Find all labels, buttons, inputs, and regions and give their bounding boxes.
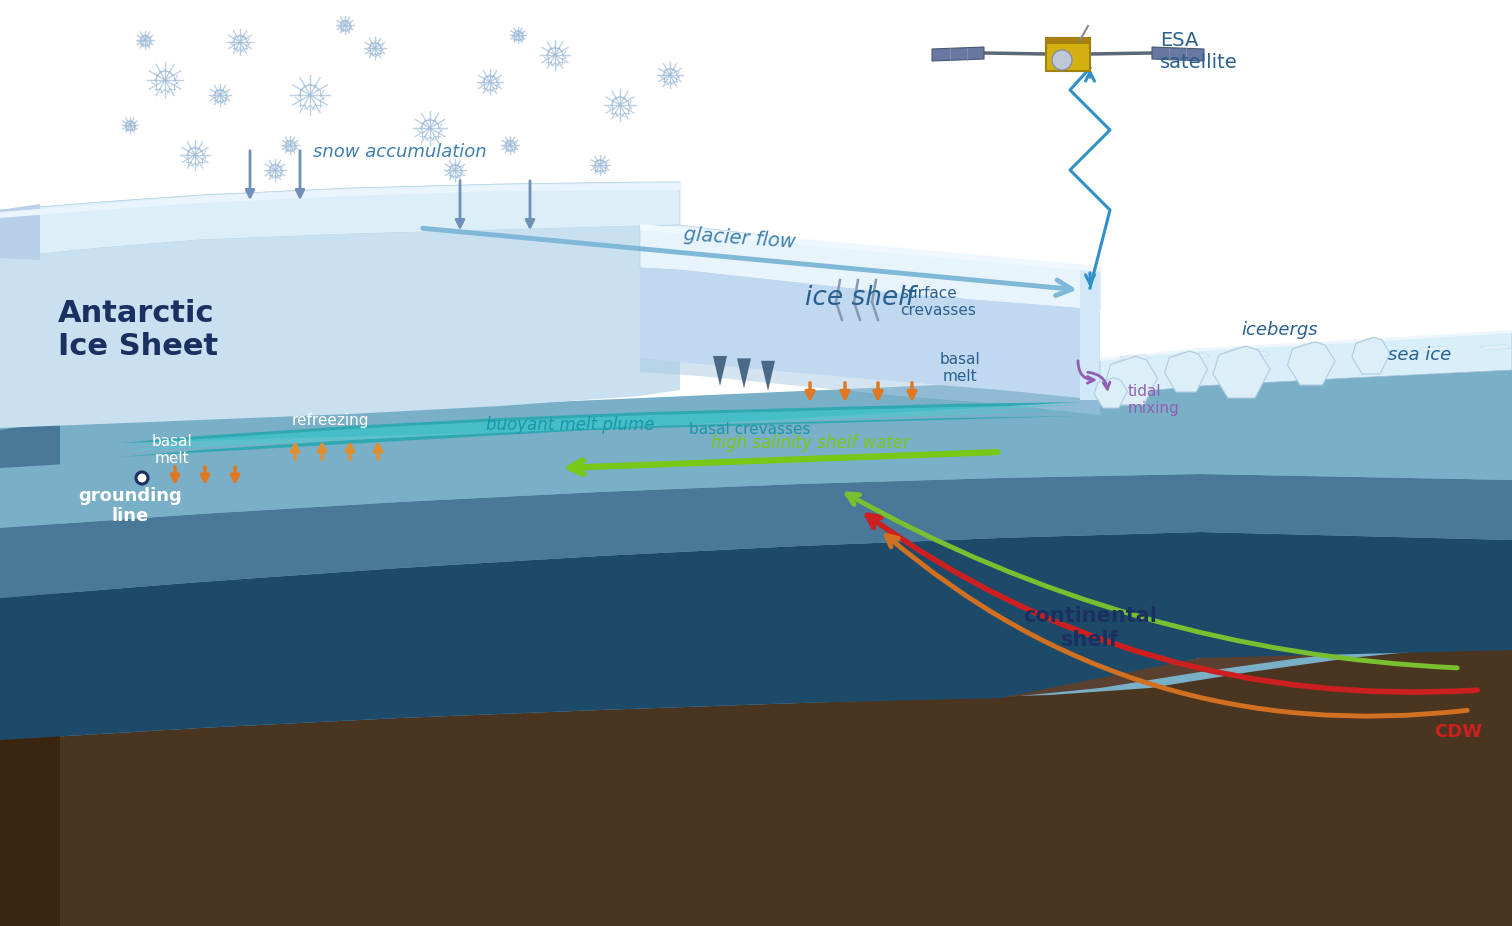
Polygon shape xyxy=(736,358,751,388)
Polygon shape xyxy=(1480,344,1510,350)
Polygon shape xyxy=(0,474,1512,598)
Polygon shape xyxy=(640,268,1101,400)
Polygon shape xyxy=(1293,342,1325,361)
Polygon shape xyxy=(1098,378,1120,391)
Text: tidal
mixing: tidal mixing xyxy=(1128,383,1179,416)
Text: icebergs: icebergs xyxy=(1241,321,1318,339)
Text: snow accumulation: snow accumulation xyxy=(313,143,487,161)
Polygon shape xyxy=(761,361,776,391)
Text: ice shelf: ice shelf xyxy=(804,285,915,311)
Circle shape xyxy=(136,472,148,484)
Polygon shape xyxy=(1356,337,1382,354)
Polygon shape xyxy=(1080,268,1101,400)
Text: sea ice: sea ice xyxy=(1388,346,1452,364)
Text: surface
crevasses: surface crevasses xyxy=(900,286,975,319)
Text: CDW: CDW xyxy=(1433,723,1482,741)
Text: basal crevasses: basal crevasses xyxy=(689,422,810,437)
Polygon shape xyxy=(1046,38,1090,44)
Polygon shape xyxy=(1095,378,1128,408)
Text: basal
melt: basal melt xyxy=(939,352,980,384)
Polygon shape xyxy=(0,225,680,428)
Polygon shape xyxy=(0,532,1512,740)
Polygon shape xyxy=(640,224,1101,272)
Polygon shape xyxy=(1164,351,1208,392)
Polygon shape xyxy=(1219,346,1258,369)
Polygon shape xyxy=(0,182,680,258)
Polygon shape xyxy=(119,405,1080,451)
Polygon shape xyxy=(1152,47,1204,61)
Text: refreezing: refreezing xyxy=(292,412,369,428)
Polygon shape xyxy=(714,356,727,386)
Circle shape xyxy=(1052,50,1072,70)
Polygon shape xyxy=(0,360,1512,926)
Polygon shape xyxy=(1420,346,1450,352)
Polygon shape xyxy=(640,225,1101,310)
Polygon shape xyxy=(640,358,1101,415)
Polygon shape xyxy=(0,648,1512,926)
Polygon shape xyxy=(1213,346,1270,398)
Polygon shape xyxy=(1288,342,1335,385)
Polygon shape xyxy=(1046,38,1090,71)
Text: grounding
line: grounding line xyxy=(79,486,181,525)
Polygon shape xyxy=(1169,351,1199,369)
Polygon shape xyxy=(1352,337,1390,374)
Polygon shape xyxy=(1111,357,1146,378)
Polygon shape xyxy=(0,183,680,218)
Polygon shape xyxy=(0,420,60,926)
Polygon shape xyxy=(1101,332,1512,395)
Polygon shape xyxy=(1300,349,1331,356)
Polygon shape xyxy=(0,728,60,926)
Polygon shape xyxy=(999,632,1512,698)
Polygon shape xyxy=(1101,330,1512,361)
Polygon shape xyxy=(1359,348,1390,354)
Text: ESA
satellite: ESA satellite xyxy=(1160,31,1238,72)
Polygon shape xyxy=(931,47,984,61)
Text: continental
shelf: continental shelf xyxy=(1024,607,1157,650)
Text: Antarctic
Ice Sheet: Antarctic Ice Sheet xyxy=(57,299,218,361)
Text: basal
melt: basal melt xyxy=(151,433,192,466)
Text: high salinity shelf water: high salinity shelf water xyxy=(711,434,909,452)
Text: buoyant melt plume: buoyant melt plume xyxy=(485,416,655,434)
Polygon shape xyxy=(1105,357,1158,405)
Polygon shape xyxy=(1240,351,1270,357)
Polygon shape xyxy=(119,402,1080,457)
Polygon shape xyxy=(0,424,1512,528)
Polygon shape xyxy=(1179,353,1210,358)
Polygon shape xyxy=(0,204,39,260)
Text: glacier flow: glacier flow xyxy=(683,225,797,251)
Polygon shape xyxy=(1120,355,1151,360)
